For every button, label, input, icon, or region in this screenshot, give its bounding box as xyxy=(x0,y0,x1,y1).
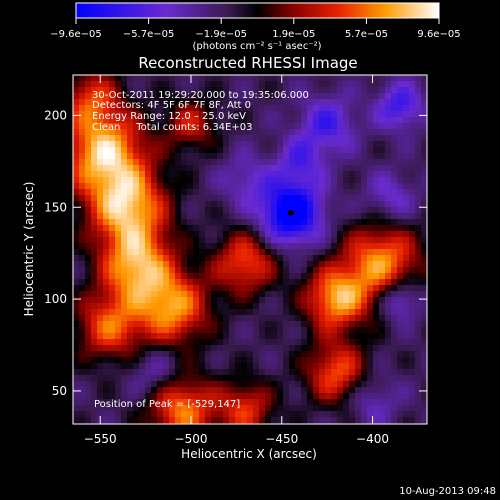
colorbar-units: (photons cm⁻² s⁻¹ asec⁻²) xyxy=(192,41,321,52)
y-axis-tick-labels: 50 100 150 200 xyxy=(44,108,67,398)
x-axis-tick-labels: −550 −500 −450 −400 xyxy=(84,432,389,446)
heatmap-image xyxy=(73,75,427,424)
plot-area: −550 −500 −450 −400 50 100 150 200 30-Oct-2011… xyxy=(44,74,428,446)
info-line-clean: Clean Total counts: 6.34E+03 xyxy=(92,122,252,133)
x-tick-label: −550 xyxy=(84,432,117,446)
y-tick-label: 100 xyxy=(44,292,67,306)
y-tick-label: 200 xyxy=(44,108,67,122)
colorbar-tick-label: 5.7e−05 xyxy=(345,29,388,40)
y-tick-label: 150 xyxy=(44,200,67,214)
colorbar-tick-label: 1.9e−05 xyxy=(272,29,315,40)
colorbar-ticks xyxy=(75,18,440,24)
colorbar-tick-label: −5.7e−05 xyxy=(123,29,175,40)
y-axis-ticks xyxy=(73,114,427,392)
colorbar-tick-label: −1.9e−05 xyxy=(195,29,247,40)
x-tick-label: −500 xyxy=(175,432,208,446)
info-line-time: 30-Oct-2011 19:29:20.000 to 19:35:06.000 xyxy=(92,90,309,101)
y-tick-label: 50 xyxy=(52,384,67,398)
plot-frame xyxy=(72,74,428,425)
colorbar: −9.6e−05 −5.7e−05 −1.9e−05 1.9e−05 5.7e−05 9.… xyxy=(50,2,461,52)
x-tick-label: −450 xyxy=(265,432,298,446)
x-axis-ticks xyxy=(99,75,374,424)
info-text: 30-Oct-2011 19:29:20.000 to 19:35:06.000… xyxy=(92,90,309,133)
colorbar-tick-label: 9.6e−05 xyxy=(417,29,460,40)
colorbar-tick-labels: −9.6e−05 −5.7e−05 −1.9e−05 1.9e−05 5.7e−05 9.… xyxy=(50,29,460,40)
info-line-energy: Energy Range: 12.0 – 25.0 keV xyxy=(92,111,246,122)
colorbar-tick-label: −9.6e−05 xyxy=(50,29,102,40)
footer-date: 10-Aug-2013 09:48 xyxy=(399,486,496,497)
y-axis-label: Heliocentric Y (arcsec) xyxy=(22,182,36,317)
colorbar-gradient xyxy=(75,2,440,19)
x-tick-label: −400 xyxy=(356,432,389,446)
peak-position-label: Position of Peak = [-529,147] xyxy=(94,399,240,410)
info-line-detectors: Detectors: 4F 5F 6F 7F 8F, Att 0 xyxy=(92,100,251,111)
x-axis-label: Heliocentric X (arcsec) xyxy=(181,447,317,461)
chart-title: Reconstructed RHESSI Image xyxy=(138,54,357,72)
peak-marker xyxy=(287,209,294,216)
